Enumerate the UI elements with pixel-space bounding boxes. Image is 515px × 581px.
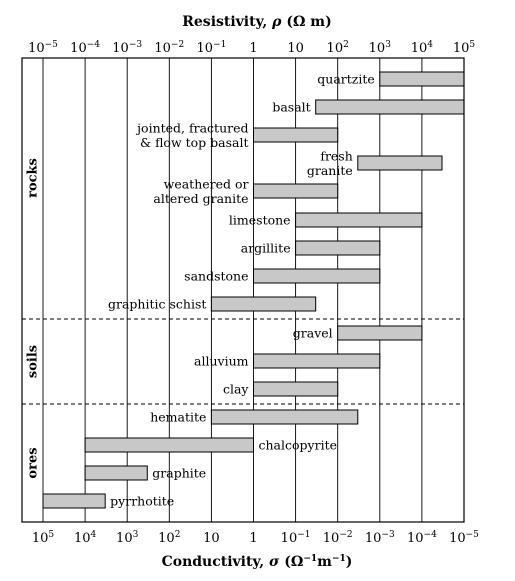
bar-label: gravel [293,326,333,341]
top-axis-title: Resistivity, ρ (Ω m) [182,14,331,30]
bar-label: alluvium [194,354,249,369]
bottom-axis-title-unit-mid: m [317,554,332,570]
range-bar [210,409,359,425]
top-tick-label: 10−1 [196,40,226,56]
top-tick-label: 10−2 [154,40,184,56]
range-bar [295,212,423,228]
range-bar [379,71,465,87]
range-bar [253,353,381,369]
range-bar [295,240,381,256]
bar-label: clay [223,382,249,397]
bar-label: & flow top basalt [140,135,249,150]
range-bar [253,268,381,284]
range-bar [253,381,339,397]
bar-label: weathered or [164,176,249,191]
bottom-axis-title-exp1: −1 [303,554,317,564]
bar-label: basalt [272,100,310,115]
bar-labels-layer: quartzite basalt jointed, fractured& flow … [108,72,375,509]
group-label: rocks [26,158,41,198]
bar-label: sandstone [184,269,248,284]
top-tick-label: 1 [249,41,257,56]
top-axis-title-text: Resistivity, [182,14,272,30]
top-tick-label: 10−5 [28,40,58,56]
top-tick-label: 105 [453,40,476,56]
bars-layer [42,71,465,509]
bar-label: altered granite [153,191,248,206]
bar-label: hematite [150,410,206,425]
bottom-tick-label: 10−3 [365,530,395,546]
group-label: ores [26,447,41,478]
top-axis-title-unit: (Ω m) [281,14,331,30]
range-bar [253,127,339,143]
range-bar [210,296,317,312]
bottom-tick-label: 104 [74,530,97,546]
top-tick-label: 10−4 [70,40,100,56]
bar-label: pyrrhotite [110,494,174,509]
bottom-tick-label: 10−2 [323,530,353,546]
bottom-axis-title: Conductivity, σ (Ω−1m−1) [162,554,353,570]
range-bar [315,99,465,115]
range-bar [42,493,106,509]
bottom-axis-title-text: Conductivity, [162,554,269,570]
range-bar [337,325,423,341]
bottom-tick-label: 105 [32,530,55,546]
bottom-axis-title-exp2: −1 [332,554,346,564]
bottom-axis-title-unit-close: ) [346,554,353,570]
bar-label: chalcopyrite [259,438,338,453]
range-bar [84,437,254,453]
bar-label: jointed, fractured [135,120,248,135]
bar-label: graphite [152,466,206,481]
range-bar [84,465,148,481]
top-tick-label: 102 [327,40,349,56]
bottom-tick-label: 102 [158,530,180,546]
bottom-tick-label: 1 [249,531,257,546]
plot-frame [21,57,465,523]
top-tick-label: 10 [287,41,304,56]
bottom-tick-label: 10 [203,531,220,546]
bottom-tick-label: 10−5 [449,530,479,546]
bottom-tick-label: 103 [116,530,139,546]
bottom-tick-label: 10−1 [281,530,311,546]
top-tick-label: 104 [411,40,434,56]
top-axis-title-symbol: ρ [271,14,282,30]
bar-label: quartzite [317,72,375,87]
bar-label: granite [307,163,353,178]
top-tick-label: 103 [369,40,392,56]
bottom-axis-title-unit-open: (Ω [279,554,303,570]
bottom-axis-title-symbol: σ [269,554,280,570]
group-label: soils [26,345,41,378]
bar-label: fresh [320,148,352,163]
group-labels-layer: rocks soils ores [26,158,41,478]
bar-label: graphitic schist [108,297,206,312]
bar-label: argillite [241,241,291,256]
bottom-tick-label: 10−4 [407,530,437,546]
range-bar [253,183,339,199]
bar-label: limestone [229,213,291,228]
tick-labels-layer: 10−5 10−4 10−3 10−2 10−1 1 10 102 103 104 105 105 10… [28,40,479,546]
top-tick-label: 10−3 [112,40,142,56]
range-bar [357,155,443,171]
